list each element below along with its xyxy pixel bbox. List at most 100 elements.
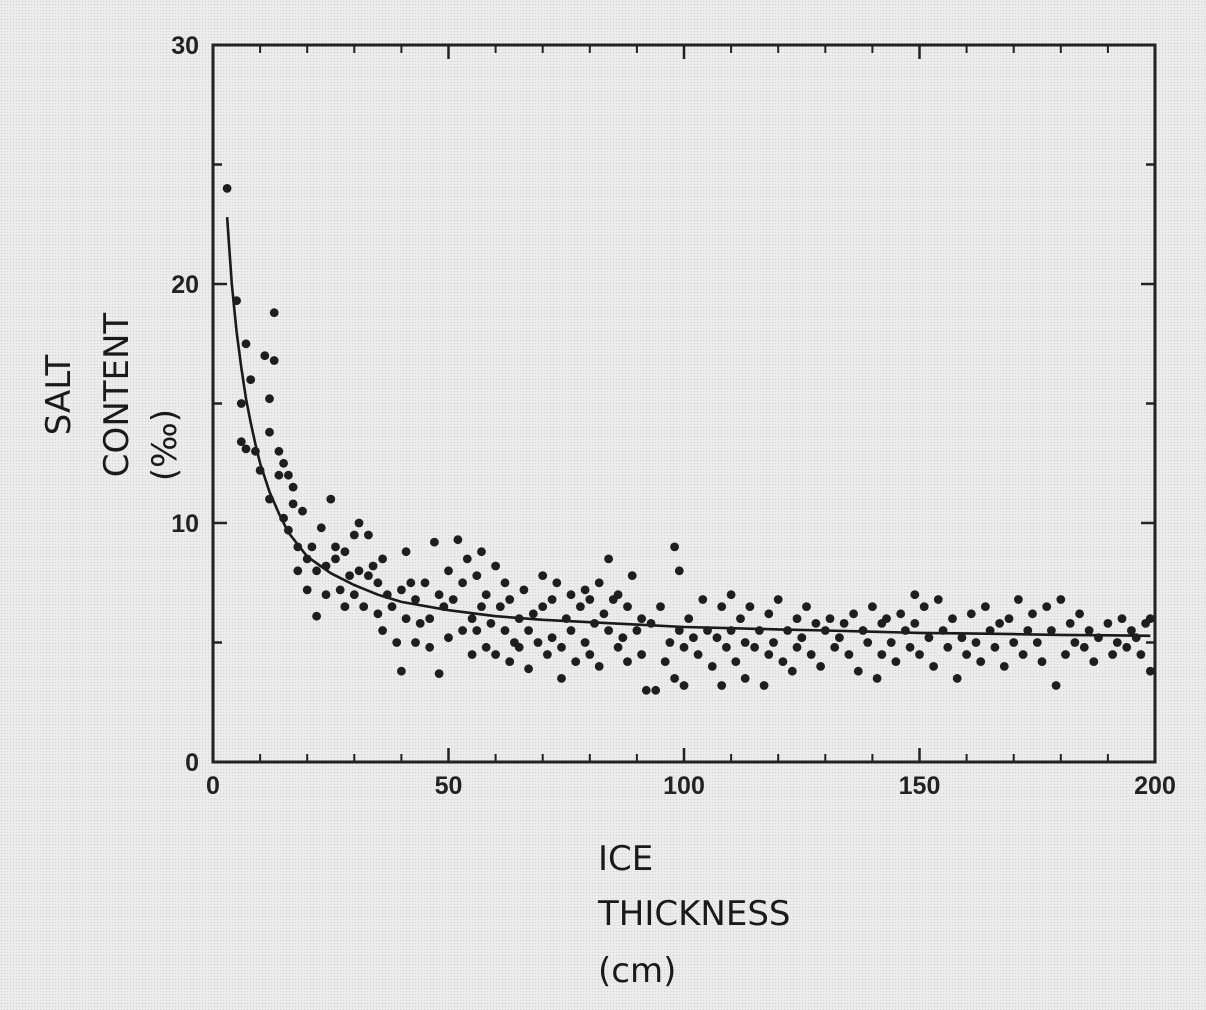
data-point xyxy=(467,614,477,623)
data-point xyxy=(731,657,741,666)
data-point xyxy=(246,375,256,384)
y-tick-label: 0 xyxy=(185,749,199,777)
data-point xyxy=(684,614,694,623)
data-point xyxy=(1042,602,1052,611)
data-point xyxy=(660,657,670,666)
data-point xyxy=(802,602,811,611)
x-tick-labels: 0 50 100 150 200 xyxy=(206,772,1176,800)
data-point xyxy=(255,466,265,475)
data-point xyxy=(293,542,303,552)
data-point xyxy=(1145,666,1155,676)
data-point xyxy=(1084,626,1094,635)
data-point xyxy=(957,633,967,643)
data-point xyxy=(373,609,383,619)
data-point xyxy=(1131,633,1141,643)
data-point xyxy=(500,626,510,635)
x-tick-label: 0 xyxy=(206,772,220,800)
data-point xyxy=(910,590,920,600)
data-point xyxy=(302,554,312,564)
data-point xyxy=(401,614,411,623)
data-point xyxy=(835,633,844,643)
data-point xyxy=(368,561,378,571)
data-point xyxy=(251,446,260,456)
data-point xyxy=(269,308,279,318)
data-point xyxy=(1112,638,1122,647)
data-point xyxy=(868,602,877,611)
data-point xyxy=(514,642,524,652)
data-point xyxy=(335,585,345,595)
data-point xyxy=(1061,650,1070,659)
data-point xyxy=(392,638,402,647)
data-point xyxy=(985,626,995,635)
data-point xyxy=(613,642,623,652)
data-point xyxy=(858,626,868,635)
data-point xyxy=(745,602,755,611)
data-point xyxy=(1047,626,1056,635)
data-point xyxy=(345,571,354,580)
data-point xyxy=(1108,650,1117,659)
data-point xyxy=(901,626,910,635)
data-point xyxy=(444,566,453,576)
data-point xyxy=(962,650,971,659)
data-point xyxy=(726,626,736,635)
data-point xyxy=(769,638,778,647)
data-point xyxy=(331,554,340,564)
data-point xyxy=(1032,638,1042,647)
data-point xyxy=(820,626,830,635)
data-point xyxy=(397,666,406,676)
data-point xyxy=(274,470,284,480)
data-point xyxy=(557,674,566,683)
data-point xyxy=(618,633,628,643)
data-point xyxy=(811,619,821,628)
data-point xyxy=(933,595,943,604)
x-tick-label: 50 xyxy=(435,772,463,800)
data-point xyxy=(566,626,576,635)
data-point xyxy=(387,602,397,611)
data-point xyxy=(915,650,924,659)
data-point xyxy=(354,566,364,576)
data-point xyxy=(349,530,359,540)
data-point xyxy=(326,494,336,504)
data-point xyxy=(948,614,957,623)
data-point xyxy=(472,626,482,635)
data-point xyxy=(298,506,307,516)
data-point xyxy=(755,626,764,635)
data-point xyxy=(1014,595,1023,604)
data-point xyxy=(552,578,562,588)
data-point xyxy=(265,427,274,437)
data-point xyxy=(674,566,684,576)
data-point xyxy=(477,547,486,557)
data-point xyxy=(312,566,321,576)
data-point xyxy=(919,602,929,611)
data-point xyxy=(764,609,774,619)
data-point xyxy=(349,590,359,600)
data-point xyxy=(839,619,849,628)
data-point xyxy=(995,619,1004,628)
data-point xyxy=(359,602,369,611)
data-point xyxy=(415,619,425,628)
data-point xyxy=(717,602,727,611)
data-point xyxy=(1028,609,1037,619)
data-point xyxy=(825,614,835,623)
data-point xyxy=(604,554,613,564)
y-axis-title-line-1: SALT xyxy=(39,355,79,436)
data-point xyxy=(397,585,406,595)
data-point xyxy=(740,674,750,683)
data-point xyxy=(792,614,802,623)
data-point xyxy=(288,482,298,492)
data-point xyxy=(670,674,679,683)
data-point xyxy=(505,595,515,604)
data-point xyxy=(481,590,491,600)
data-point xyxy=(411,595,420,604)
data-point xyxy=(340,602,350,611)
data-point xyxy=(943,642,953,652)
data-point xyxy=(717,681,727,690)
data-point xyxy=(378,554,387,564)
data-point xyxy=(1056,595,1066,604)
data-point xyxy=(576,602,585,611)
data-point xyxy=(524,626,533,635)
data-point xyxy=(580,638,590,647)
data-point xyxy=(547,633,557,643)
data-point xyxy=(425,614,435,623)
